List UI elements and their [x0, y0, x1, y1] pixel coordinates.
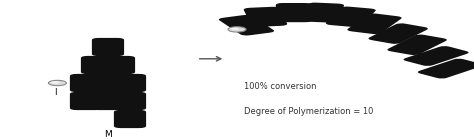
Text: 100% conversion: 100% conversion	[244, 82, 317, 91]
Text: Degree of Polymerization = 10: Degree of Polymerization = 10	[244, 108, 374, 116]
FancyBboxPatch shape	[219, 15, 274, 36]
FancyBboxPatch shape	[114, 74, 146, 92]
FancyBboxPatch shape	[347, 13, 401, 34]
FancyBboxPatch shape	[103, 56, 135, 74]
FancyBboxPatch shape	[114, 92, 146, 110]
FancyBboxPatch shape	[244, 7, 287, 27]
FancyBboxPatch shape	[301, 3, 344, 23]
Text: I: I	[54, 88, 56, 97]
FancyBboxPatch shape	[418, 59, 474, 79]
FancyBboxPatch shape	[368, 23, 428, 44]
FancyBboxPatch shape	[114, 110, 146, 128]
FancyBboxPatch shape	[92, 92, 124, 110]
FancyBboxPatch shape	[387, 34, 447, 55]
Circle shape	[51, 81, 59, 84]
FancyBboxPatch shape	[326, 7, 376, 27]
FancyBboxPatch shape	[276, 3, 312, 22]
Circle shape	[231, 28, 239, 30]
Text: M: M	[104, 130, 112, 139]
FancyBboxPatch shape	[403, 46, 469, 66]
FancyBboxPatch shape	[81, 56, 113, 74]
FancyBboxPatch shape	[70, 74, 102, 92]
FancyBboxPatch shape	[92, 74, 124, 92]
Circle shape	[48, 80, 66, 86]
FancyBboxPatch shape	[70, 92, 102, 110]
Circle shape	[228, 27, 246, 32]
FancyBboxPatch shape	[92, 38, 124, 56]
